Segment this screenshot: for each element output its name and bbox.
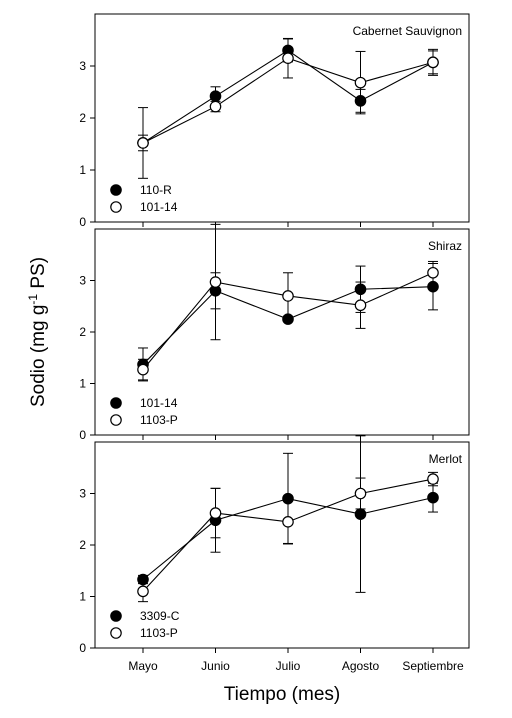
data-point-3309-C bbox=[354, 508, 367, 520]
y-axis-label: Sodio (mg g-1 PS) bbox=[26, 257, 49, 407]
data-point-101-14 bbox=[354, 76, 367, 89]
data-point-1103-P bbox=[354, 299, 367, 312]
legend-label: 1103-P bbox=[140, 626, 178, 640]
data-point-1103-P bbox=[137, 363, 149, 376]
data-point-1103-P bbox=[209, 507, 222, 519]
data-point-1103-P bbox=[354, 487, 367, 500]
legend-marker bbox=[110, 414, 122, 426]
panel-title: Merlot bbox=[429, 452, 463, 466]
y-tick-label: 1 bbox=[79, 377, 86, 391]
y-axis-label-main: Sodio (mg g bbox=[28, 305, 49, 407]
y-axis-label-tail: PS) bbox=[28, 257, 49, 294]
y-tick-label: 2 bbox=[79, 538, 86, 552]
data-point-3309-C bbox=[427, 491, 439, 504]
data-point-3309-C bbox=[282, 492, 294, 505]
panel-title: Cabernet Sauvignon bbox=[353, 24, 462, 38]
y-tick-label: 3 bbox=[79, 59, 86, 73]
panel-2: 0 1 2 3 Shiraz 101-14 1103-P bbox=[79, 223, 470, 442]
legend-marker bbox=[110, 184, 122, 196]
y-tick-label: 1 bbox=[79, 163, 86, 177]
y-tick-label: 0 bbox=[79, 215, 86, 229]
x-axis-label: Tiempo (mes) bbox=[224, 684, 340, 705]
data-point-101-14 bbox=[137, 137, 149, 149]
data-point-1103-P bbox=[427, 266, 439, 279]
y-tick-label: 3 bbox=[79, 487, 86, 501]
data-point-1103-P bbox=[209, 276, 222, 288]
panel-3: 0 1 2 3 Mayo Junio Julio Agosto Septiembre Merlot… bbox=[79, 435, 470, 673]
legend-marker bbox=[110, 610, 122, 622]
data-point-101-14 bbox=[209, 100, 222, 113]
x-tick-label: Junio bbox=[201, 659, 230, 673]
data-point-110-R bbox=[354, 95, 367, 107]
data-point-1103-P bbox=[427, 473, 439, 485]
data-point-110-R bbox=[209, 90, 222, 102]
y-tick-label: 2 bbox=[79, 111, 86, 125]
legend-label: 101-14 bbox=[140, 200, 178, 214]
panel-1: 0 1 2 3 Cabernet Sauvignon 110-R 101-14 bbox=[79, 13, 470, 229]
y-tick-label: 0 bbox=[79, 428, 86, 442]
data-point-101-14 bbox=[282, 313, 294, 325]
y-tick-label: 1 bbox=[79, 590, 86, 604]
data-point-3309-C bbox=[137, 573, 149, 586]
data-point-1103-P bbox=[137, 585, 149, 598]
x-tick-label: Septiembre bbox=[402, 659, 464, 673]
data-point-101-14 bbox=[427, 56, 439, 69]
legend-marker bbox=[110, 627, 122, 639]
y-tick-label: 0 bbox=[79, 641, 86, 655]
legend-label: 3309-C bbox=[140, 609, 180, 623]
data-point-101-14 bbox=[427, 280, 439, 293]
data-point-1103-P bbox=[282, 290, 294, 302]
y-tick-label: 2 bbox=[79, 325, 86, 339]
panel-title: Shiraz bbox=[428, 239, 462, 253]
data-point-101-14 bbox=[354, 283, 367, 296]
x-tick-label: Agosto bbox=[342, 659, 380, 673]
legend-marker bbox=[110, 201, 122, 213]
legend-marker bbox=[110, 397, 122, 409]
legend-label: 1103-P bbox=[140, 413, 178, 427]
data-point-101-14 bbox=[282, 52, 294, 64]
legend-label: 110-R bbox=[140, 183, 172, 197]
legend-label: 101-14 bbox=[140, 396, 178, 410]
y-tick-label: 3 bbox=[79, 274, 86, 288]
x-tick-label: Julio bbox=[276, 659, 301, 673]
y-axis-label-superscript: -1 bbox=[26, 294, 40, 305]
data-point-1103-P bbox=[282, 516, 294, 528]
x-tick-label: Mayo bbox=[128, 659, 158, 673]
panels-group: 0 1 2 3 Cabernet Sauvignon 110-R 101-14 0 1 2 3 Shi… bbox=[79, 13, 470, 673]
